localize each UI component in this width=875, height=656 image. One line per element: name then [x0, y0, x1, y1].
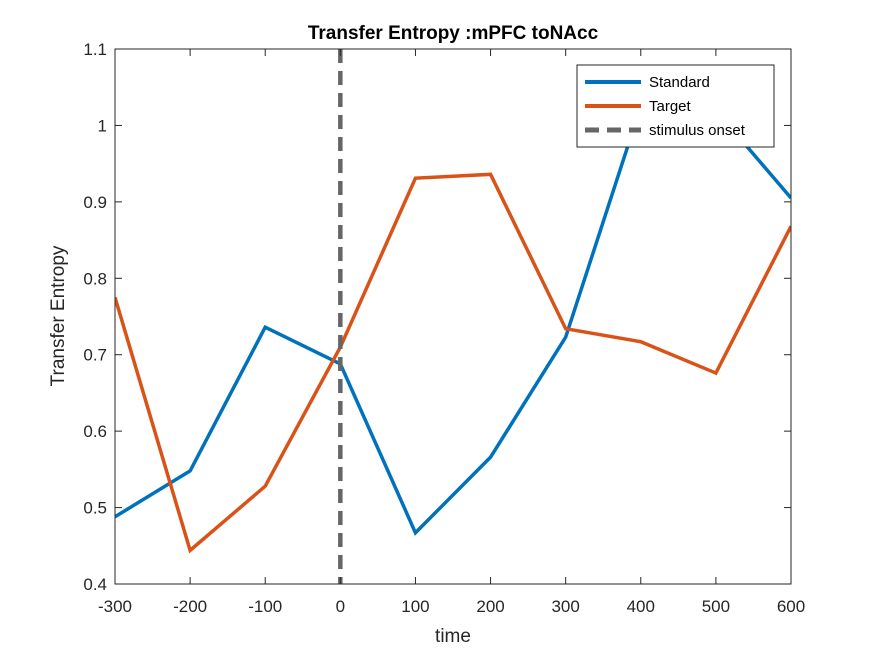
y-tick-label: 1	[98, 116, 107, 135]
plot-area-frame	[114, 48, 792, 585]
x-tick-label: -200	[173, 597, 207, 616]
y-tick-label: 0.4	[83, 575, 107, 594]
x-tick-label: 300	[551, 597, 579, 616]
y-tick-label: 0.5	[83, 499, 107, 518]
legend-label-target: Target	[649, 98, 692, 115]
ticks-layer: -300 -200 -100 0 100 200 300 400 500 600 0.4 0.5 0.6…	[83, 40, 805, 616]
x-tick-label: 0	[336, 597, 345, 616]
x-tick-label: 100	[401, 597, 429, 616]
x-axis-label: time	[435, 626, 471, 647]
x-tick-label: 600	[777, 597, 805, 616]
x-tick-label: 400	[627, 597, 655, 616]
y-tick-label: 0.9	[83, 193, 107, 212]
x-tick-label: 500	[702, 597, 730, 616]
legend-label-stimulus-onset: stimulus onset	[649, 122, 746, 139]
y-tick-label: 1.1	[83, 40, 107, 59]
x-tick-label: -300	[98, 597, 132, 616]
y-tick-label: 0.8	[83, 269, 107, 288]
legend-label-standard: Standard	[649, 74, 710, 91]
x-tick-label: 200	[476, 597, 504, 616]
series-line-target	[115, 172, 791, 554]
y-tick-label: 0.6	[83, 422, 107, 441]
y-tick-label: 0.7	[83, 346, 107, 365]
y-axis-label: Transfer Entropy	[48, 245, 69, 386]
legend: Standard Target stimulus onset	[576, 64, 775, 148]
x-tick-label: -100	[248, 597, 282, 616]
chart-title: Transfer Entropy :mPFC toNAcc	[308, 23, 599, 44]
